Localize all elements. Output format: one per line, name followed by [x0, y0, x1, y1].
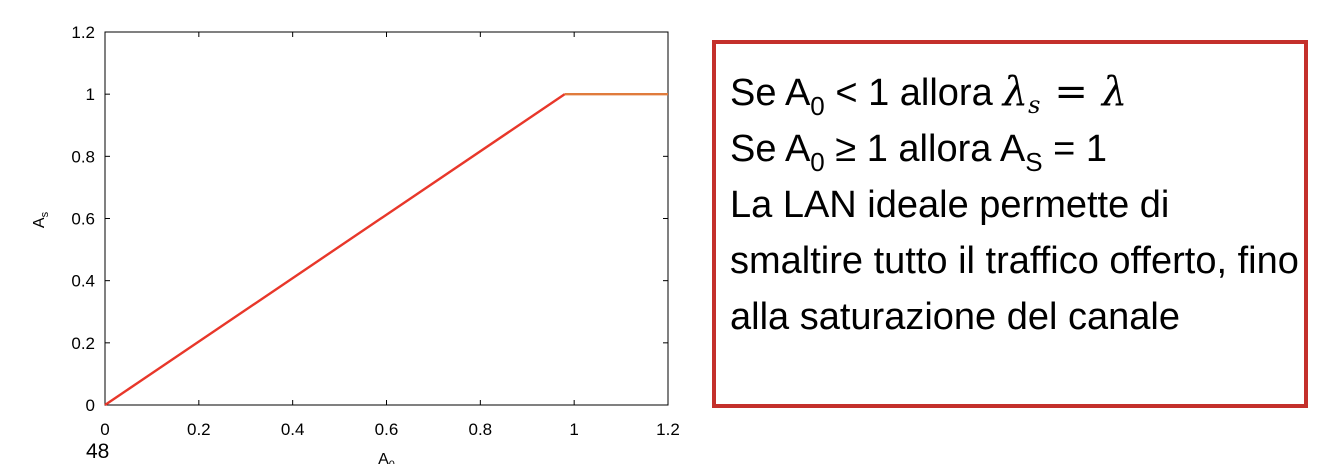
note-line-1-sub: 0 — [810, 91, 825, 121]
x-tick-label: 0.8 — [469, 420, 493, 439]
note-line-2-middle: ≥ 1 allora A — [824, 128, 1026, 170]
chart-series — [104, 92, 668, 406]
lambda-s-sub: s — [1028, 91, 1041, 119]
note-line-2: Se A0 ≥ 1 allora AS = 1 — [730, 121, 1292, 177]
y-axis-title: As — [31, 211, 51, 228]
x-axis-title: A0 — [378, 451, 395, 464]
x-tick-label: 0.2 — [187, 420, 211, 439]
page-number: 48 — [86, 440, 110, 463]
lambda: λ — [1101, 69, 1128, 115]
lambda-formula: λs = λ — [1002, 69, 1128, 117]
y-tick-label: 1.2 — [71, 23, 95, 42]
y-tick-label: 0.8 — [71, 147, 95, 166]
note-paragraph: La LAN ideale permette di smaltire tutto… — [730, 184, 1299, 338]
note-line-2-suffix: = 1 — [1042, 128, 1107, 170]
x-tick-label: 0 — [100, 420, 109, 439]
series-line-1 — [104, 93, 566, 406]
lambda-s: λ — [1002, 69, 1029, 115]
chart-tick-labels: 0 0.2 0.4 0.6 0.8 1 1.2 0 0.2 0.4 0.6 0.8 1 1.2 — [71, 23, 679, 439]
x-tick-label: 0.4 — [281, 420, 305, 439]
note-line-2-sub: 0 — [810, 147, 825, 177]
note-line-1-prefix: Se A — [730, 72, 811, 114]
equals-sign: = — [1054, 69, 1088, 115]
note-line-1: Se A0 < 1 allora λs = λ — [730, 64, 1292, 121]
y-tick-label: 0.2 — [71, 334, 95, 353]
y-tick-label: 0.4 — [71, 272, 95, 291]
y-tick-label: 0.6 — [71, 210, 95, 229]
x-tick-label: 0.6 — [375, 420, 399, 439]
note-box: Se A0 < 1 allora λs = λ Se A0 ≥ 1 allora AS… — [712, 40, 1308, 408]
note-line-2-prefix: Se A — [730, 128, 811, 170]
x-tick-label: 1 — [569, 420, 578, 439]
chart-ticks — [104, 31, 669, 406]
note-line-2-sub2: S — [1025, 147, 1043, 177]
y-tick-label: 1 — [86, 85, 95, 104]
x-tick-label: 1.2 — [656, 420, 680, 439]
y-tick-label: 0 — [86, 396, 95, 415]
note-line-1-middle: < 1 allora — [824, 72, 993, 114]
chart: 0 0.2 0.4 0.6 0.8 1 1.2 0 0.2 0.4 0.6 0.8 1 1.2 A0 As — [31, 23, 680, 464]
